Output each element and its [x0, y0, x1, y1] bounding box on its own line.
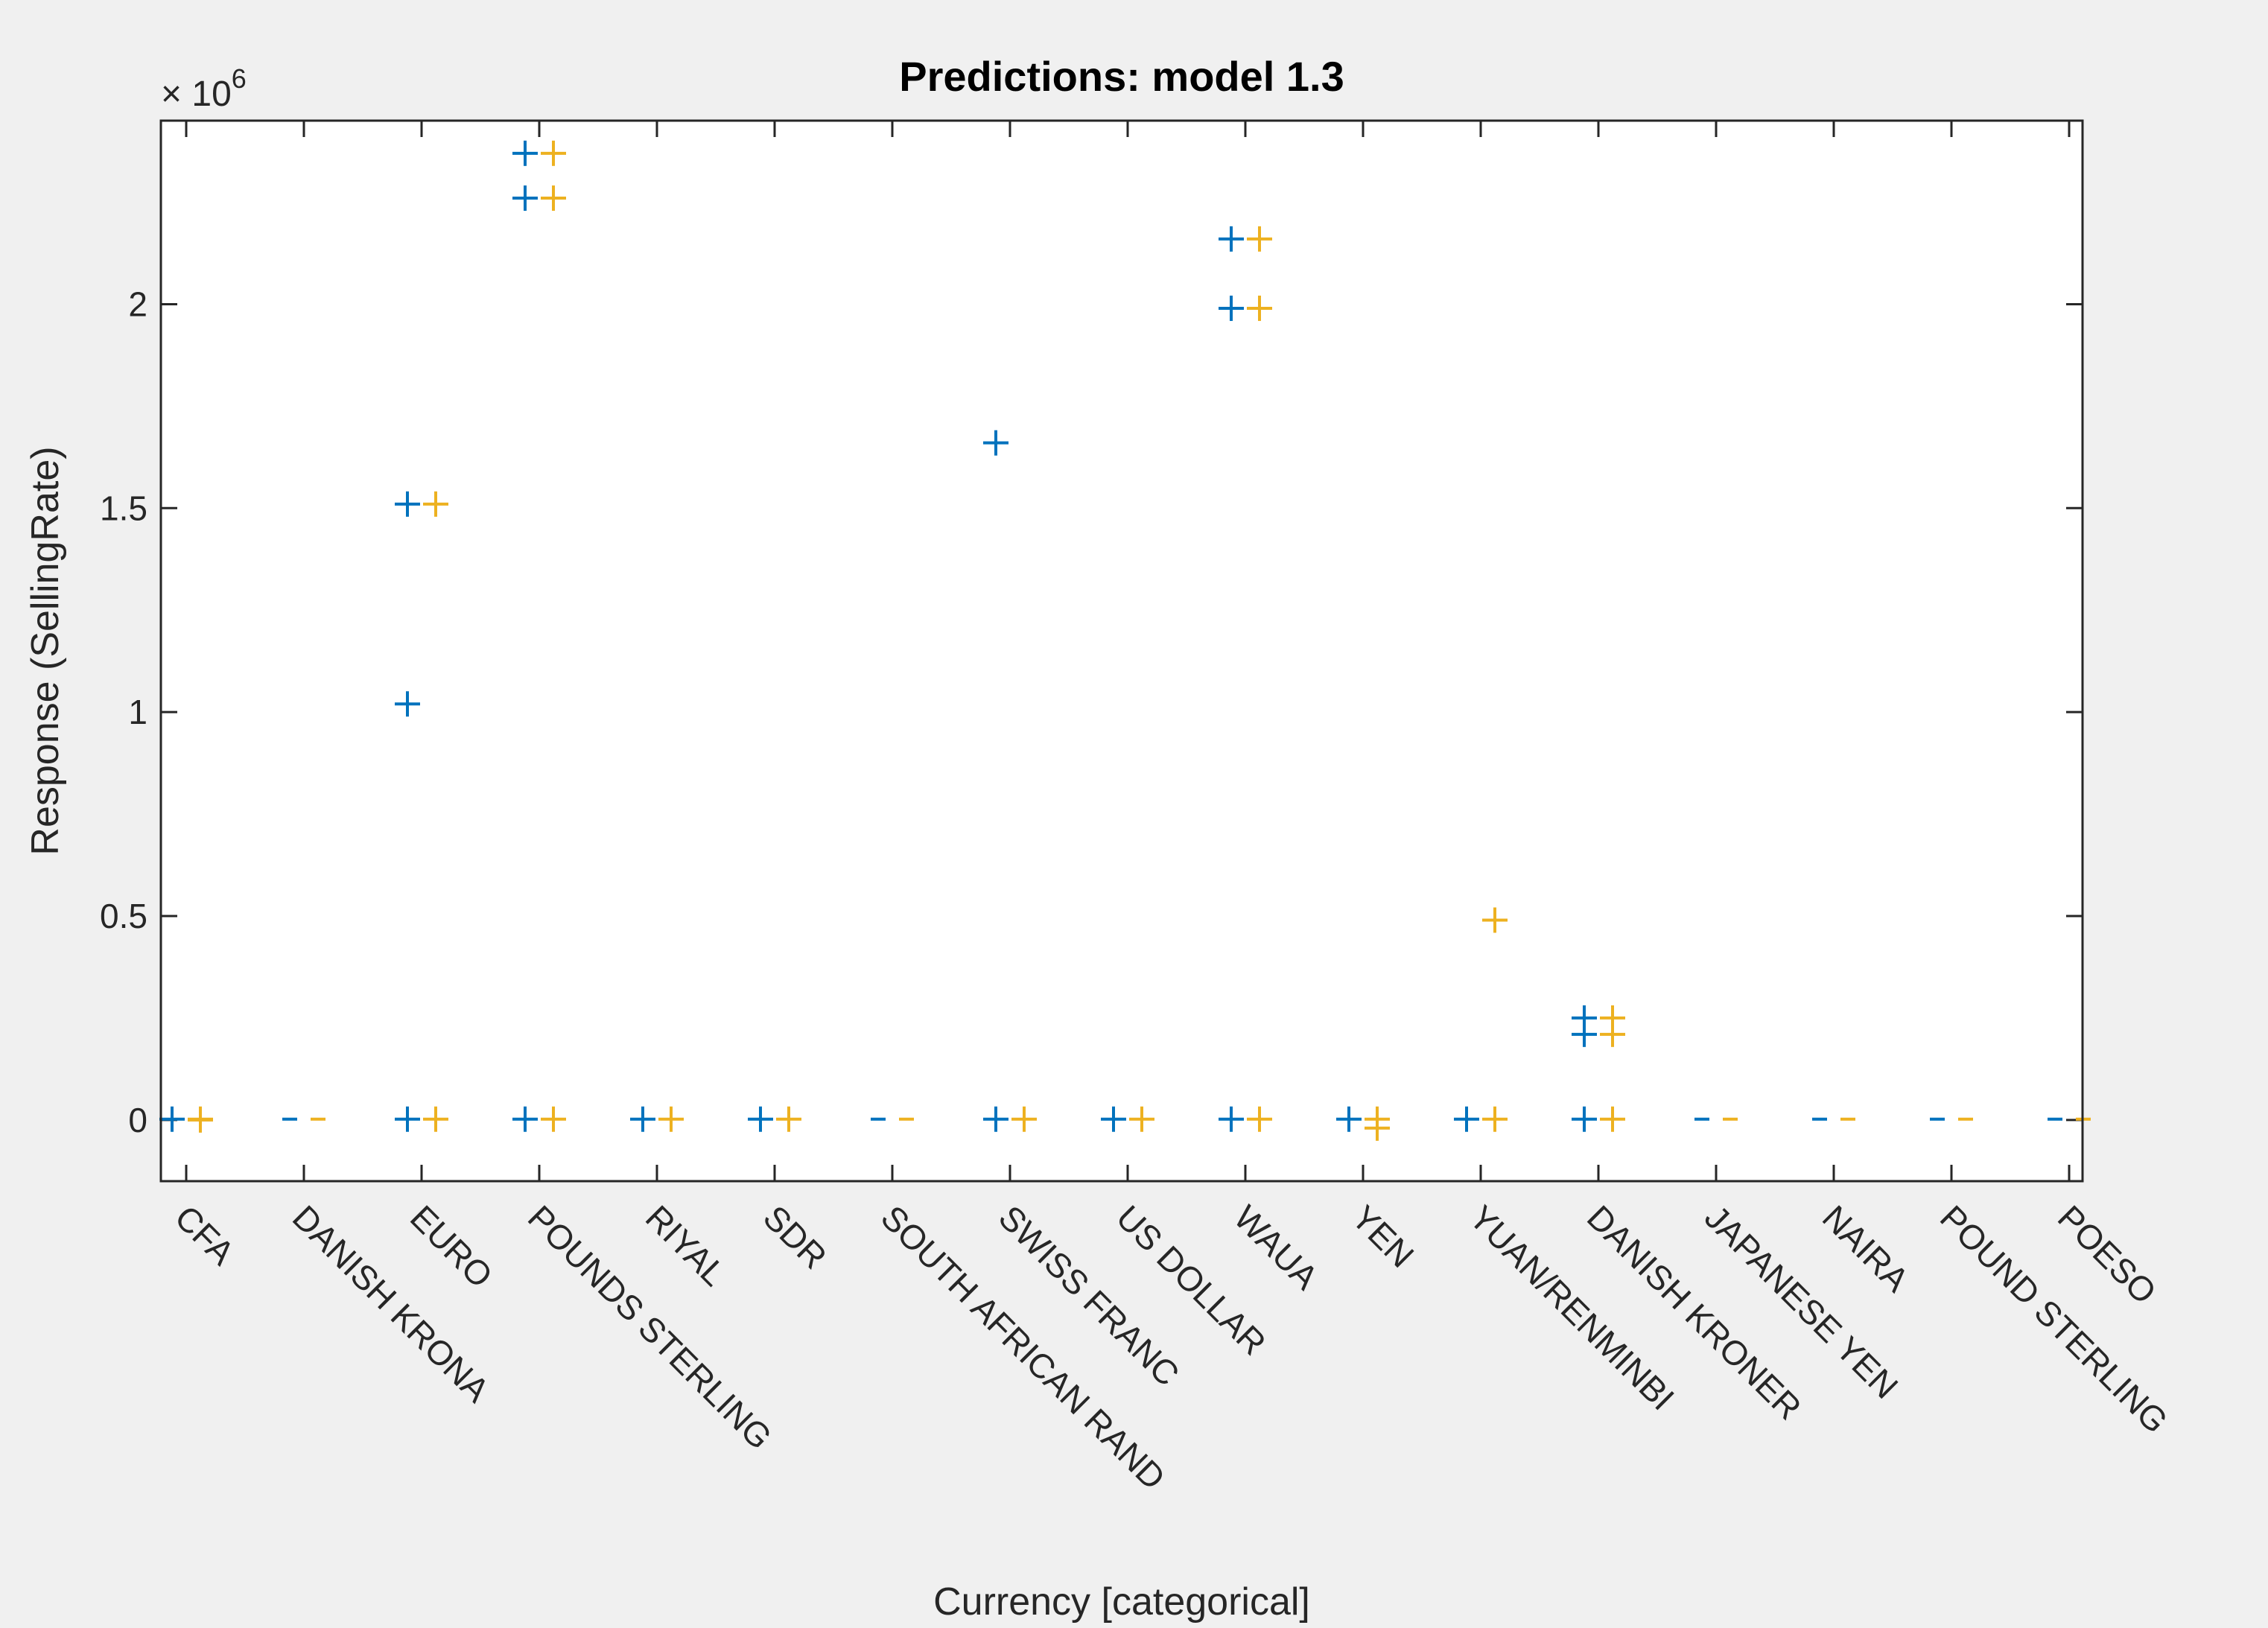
data-point-yellow: [1129, 1106, 1154, 1132]
data-point-blue: [983, 1106, 1008, 1132]
data-point-yellow: [1482, 907, 1508, 933]
data-point-blue: [630, 1106, 655, 1132]
y-exponent-power: 6: [232, 63, 247, 94]
data-marks: [159, 140, 2091, 1141]
y-tick-label: 2: [128, 284, 147, 323]
data-point-yellow: [1247, 1106, 1272, 1132]
data-point-blue: [512, 1106, 538, 1132]
y-tick-label: 0.5: [100, 897, 147, 935]
data-point-blue: [1219, 295, 1244, 321]
data-point-blue: [512, 140, 538, 166]
data-point-yellow: [776, 1106, 801, 1132]
data-point-yellow: [1482, 1106, 1508, 1132]
data-point-yellow: [423, 1106, 448, 1132]
y-tick-label: 1.5: [100, 489, 147, 527]
y-exponent-base: × 10: [161, 74, 232, 114]
data-point-yellow: [541, 140, 566, 166]
data-point-blue: [512, 185, 538, 212]
y-axis-label: Response (SellingRate): [24, 446, 67, 855]
data-point-blue: [159, 1106, 185, 1132]
data-point-blue: [1572, 1106, 1597, 1132]
data-point-yellow: [541, 185, 566, 212]
data-point-yellow: [188, 1106, 213, 1132]
data-point-blue: [1101, 1106, 1126, 1132]
data-point-blue: [395, 491, 420, 517]
plot-area: [161, 121, 2083, 1181]
chart-title: Predictions: model 1.3: [899, 53, 1344, 100]
axis-ticks: [161, 121, 2083, 1181]
data-point-blue: [1219, 1106, 1244, 1132]
data-point-blue: [1572, 1021, 1597, 1047]
y-tick-label: 1: [128, 693, 147, 731]
data-point-blue: [395, 691, 420, 717]
data-point-blue: [983, 430, 1008, 456]
data-point-yellow: [541, 1106, 566, 1132]
data-point-yellow: [1247, 295, 1272, 321]
data-point-blue: [395, 1106, 420, 1132]
data-point-yellow: [1600, 1106, 1625, 1132]
y-tick-labels: 0 0.5 1 1.5 2: [100, 284, 147, 1139]
y-exponent: × 106: [161, 63, 247, 114]
data-point-blue: [1336, 1106, 1362, 1132]
axes-box: [159, 119, 2084, 1183]
data-point-yellow: [1600, 1021, 1625, 1047]
data-point-yellow: [1247, 226, 1272, 252]
y-tick-label: 0: [128, 1101, 147, 1139]
data-point-yellow: [658, 1106, 684, 1132]
x-axis-label: Currency [categorical]: [933, 1580, 1310, 1624]
data-point-yellow: [423, 491, 448, 517]
data-point-yellow: [1365, 1106, 1390, 1132]
data-point-yellow: [1011, 1106, 1037, 1132]
data-point-blue: [1454, 1106, 1479, 1132]
data-point-blue: [748, 1106, 773, 1132]
data-point-blue: [1219, 226, 1244, 252]
